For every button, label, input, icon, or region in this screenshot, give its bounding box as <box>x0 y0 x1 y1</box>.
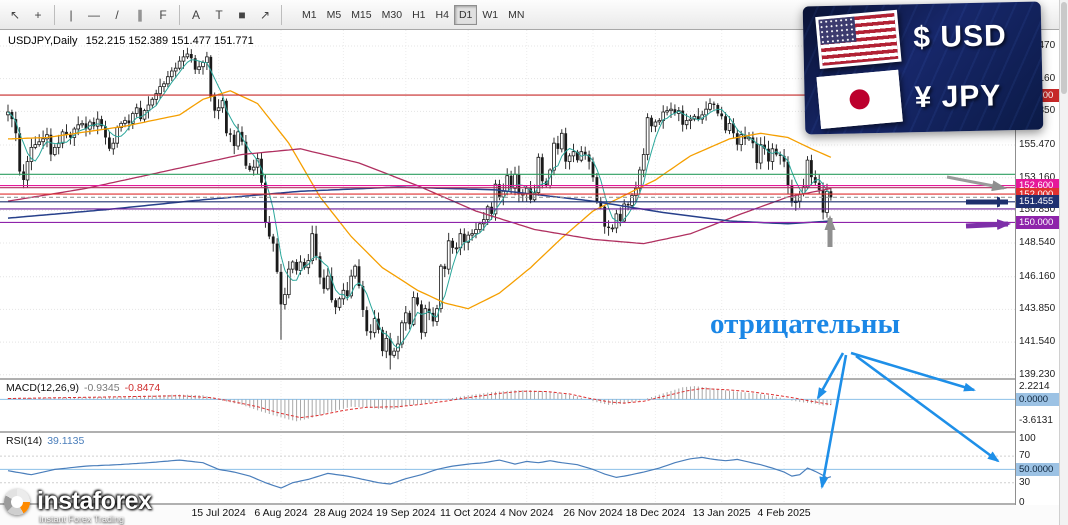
date-label: 13 Jan 2025 <box>692 507 751 519</box>
date-label: 4 Feb 2025 <box>757 507 811 519</box>
date-label: 28 Aug 2024 <box>313 507 373 519</box>
macd-signal-line <box>8 387 831 419</box>
panel-separator[interactable] <box>0 431 1068 433</box>
rsi-indicator-label: RSI(14) 39.1135 <box>6 435 84 447</box>
date-label: 26 Nov 2024 <box>563 507 623 519</box>
timeframe-button-M30[interactable]: M30 <box>377 5 407 25</box>
price-level-label-150.000: 150.000 <box>1016 215 1061 229</box>
panel-separator[interactable] <box>0 503 1068 505</box>
time-axis[interactable] <box>0 505 1068 525</box>
rsi-tick-0: 0 <box>1019 496 1025 508</box>
instaforex-logo-text: instaforex <box>37 487 152 515</box>
price-tick: 150.850 <box>1019 204 1056 216</box>
slow-ma-line <box>7 148 832 245</box>
toolbar-separator <box>54 4 55 25</box>
macd-signal-value: -0.8474 <box>124 382 161 394</box>
rsi-tick-100: 100 <box>1019 433 1036 444</box>
price-tick: 153.160 <box>1019 171 1056 183</box>
timeframe-button-D1[interactable]: D1 <box>453 4 478 25</box>
text-label-tool-button[interactable]: T <box>208 4 230 26</box>
timeframe-button-H1[interactable]: H1 <box>407 5 430 25</box>
fast-ma-line <box>7 59 832 349</box>
shapes-tool-button[interactable]: ■ <box>231 4 253 26</box>
jpy-flag-icon <box>816 69 903 129</box>
annotation-text: отрицательны <box>710 308 901 340</box>
timeframe-button-M15[interactable]: M15 <box>346 5 376 25</box>
rsi-value: 39.1135 <box>47 435 85 447</box>
price-tick: 155.470 <box>1019 139 1056 150</box>
date-label: 4 Nov 2024 <box>499 507 554 519</box>
toolbar-separator <box>179 4 180 25</box>
channel-tool-button[interactable]: ∥ <box>129 4 151 26</box>
macd-indicator-label: MACD(12,26,9) -0.9345 -0.8474 <box>6 382 160 394</box>
panel-separator[interactable] <box>0 378 1068 380</box>
price-tick: 148.540 <box>1019 237 1056 249</box>
rsi-tick-50.0000: 50.0000 <box>1016 463 1061 477</box>
timeframe-button-M1[interactable]: M1 <box>297 5 322 25</box>
horizontal-line-tool-button[interactable]: — <box>83 4 105 26</box>
jpy-label: ¥ JPY <box>914 79 1002 115</box>
instaforex-tagline: Instant Forex Trading <box>39 514 125 524</box>
toolbar-separator <box>281 4 282 25</box>
rsi-line <box>7 456 832 489</box>
price-tick: 146.160 <box>1019 270 1056 282</box>
instaforex-logo: instaforex Instant Forex Trading <box>4 487 152 524</box>
macd-name: MACD(12,26,9) <box>6 382 79 394</box>
arrows-tool-button[interactable]: ↗ <box>254 4 276 26</box>
rsi-tick-30: 30 <box>1019 476 1031 488</box>
usd-flag-icon <box>815 9 902 69</box>
bull-candles <box>6 53 829 356</box>
macd-tick--3.6131: -3.6131 <box>1019 415 1053 427</box>
timeframe-button-M5[interactable]: M5 <box>322 5 347 25</box>
macd-tick-0.0000: 0.0000 <box>1016 393 1061 407</box>
macd-tick-2.2214: 2.2214 <box>1019 381 1050 392</box>
date-label: 19 Sep 2024 <box>376 507 436 519</box>
usd-row: $ USD <box>815 9 1042 69</box>
timeframe-button-MN[interactable]: MN <box>503 5 529 25</box>
trend-line-tool-button[interactable]: / <box>106 4 128 26</box>
jpy-row: ¥ JPY <box>816 69 1043 129</box>
medium-ma-line <box>7 90 832 310</box>
instaforex-logo-icon <box>4 488 30 515</box>
date-label: 11 Oct 2024 <box>439 507 497 519</box>
timeframe-button-W1[interactable]: W1 <box>477 5 503 25</box>
macd-main-value: -0.9345 <box>83 382 120 394</box>
vertical-line-tool-button[interactable]: | <box>60 4 82 26</box>
crosshair-tool-button[interactable]: + <box>27 4 49 26</box>
price-tick: 143.850 <box>1019 303 1056 315</box>
date-label: 6 Aug 2024 <box>254 507 308 519</box>
currency-pair-badge: $ USD ¥ JPY <box>802 1 1044 135</box>
rsi-name: RSI(14) <box>6 435 43 447</box>
drawing-tools-group: ↖ + | — / ∥ F A T ■ ↗ <box>4 4 286 26</box>
text-tool-button[interactable]: A <box>185 4 207 26</box>
usd-label: $ USD <box>913 19 1008 55</box>
timeframe-button-H4[interactable]: H4 <box>431 5 454 25</box>
rsi-tick-70: 70 <box>1019 450 1031 462</box>
cursor-tool-button[interactable]: ↖ <box>4 4 26 26</box>
price-tick: 141.540 <box>1019 336 1056 348</box>
slowest-ma-line <box>7 186 831 225</box>
price-level-label-151.455: 151.455 <box>1016 195 1061 209</box>
chart-title: USDJPY,Daily 152.215 152.389 151.477 151… <box>8 35 254 47</box>
vertical-scrollbar[interactable] <box>1059 0 1068 525</box>
date-label: 15 Jul 2024 <box>191 507 246 519</box>
timeframe-bar: M1 M5 M15 M30 H1 H4 D1 W1 MN <box>297 4 529 25</box>
chart-ohlc-quotes: 152.215 152.389 151.477 151.771 <box>85 35 254 47</box>
chart-symbol: USDJPY,Daily <box>8 35 78 47</box>
fibonacci-tool-button[interactable]: F <box>152 4 174 26</box>
date-label: 18 Dec 2024 <box>625 507 686 519</box>
vertical-scrollbar-thumb[interactable] <box>1061 2 1067 94</box>
price-tick: 139.230 <box>1019 368 1056 380</box>
